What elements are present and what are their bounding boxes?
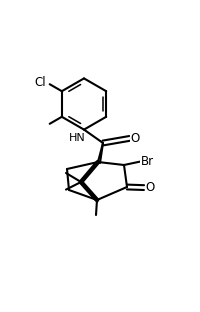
Text: O: O xyxy=(145,181,155,194)
Text: O: O xyxy=(145,181,155,194)
Text: Br: Br xyxy=(140,155,154,168)
Text: HN: HN xyxy=(69,134,85,144)
Text: Cl: Cl xyxy=(34,76,46,89)
Text: Br: Br xyxy=(140,155,154,168)
Text: O: O xyxy=(131,132,140,145)
Text: O: O xyxy=(131,132,140,145)
Text: Cl: Cl xyxy=(34,76,46,89)
Text: HN: HN xyxy=(69,134,85,144)
